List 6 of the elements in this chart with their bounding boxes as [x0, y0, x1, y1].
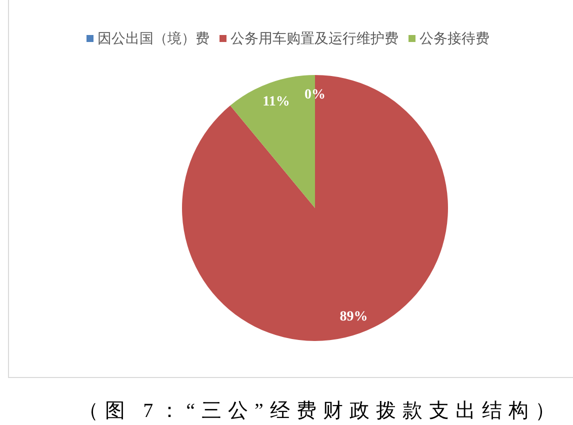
legend-label: 公务接待费 [420, 31, 490, 47]
legend-label: 因公出国（境）费 [98, 31, 210, 47]
data-label: 89% [340, 310, 368, 325]
data-label: 11% [262, 94, 290, 110]
legend-label: 公务用车购置及运行维护费 [230, 31, 398, 47]
caption: （图 7：“三公”经费财政拨款支出结构） [78, 400, 562, 422]
